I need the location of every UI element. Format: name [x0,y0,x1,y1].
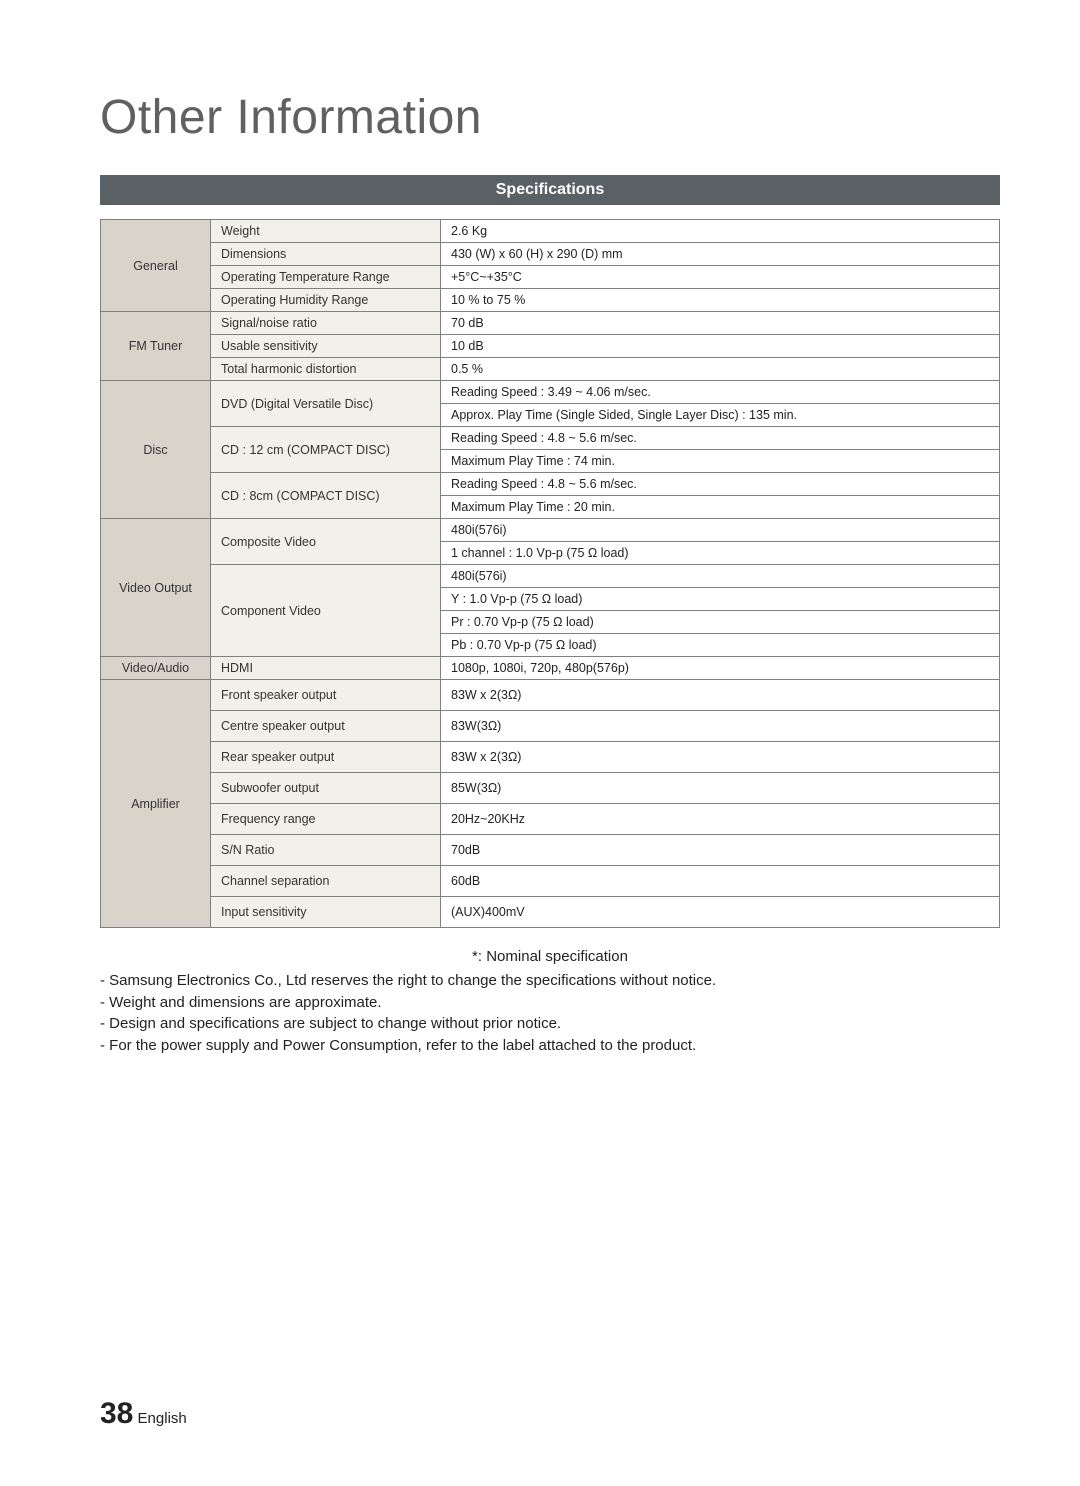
param-sn: S/N Ratio [211,835,441,866]
page-language: English [138,1410,187,1427]
value-usable: 10 dB [441,335,1000,358]
value-component-3: Pr : 0.70 Vp-p (75 Ω load) [441,611,1000,634]
notes-block: *: Nominal specification - Samsung Elect… [100,946,1000,1057]
param-component: Component Video [211,565,441,657]
param-cd8: CD : 8cm (COMPACT DISC) [211,473,441,519]
param-front: Front speaker output [211,680,441,711]
param-composite: Composite Video [211,519,441,565]
category-general: General [101,220,211,312]
param-thd: Total harmonic distortion [211,358,441,381]
param-freq: Frequency range [211,804,441,835]
param-centre: Centre speaker output [211,711,441,742]
param-dimensions: Dimensions [211,243,441,266]
param-op-humid: Operating Humidity Range [211,289,441,312]
value-freq: 20Hz~20KHz [441,804,1000,835]
value-rear: 83W x 2(3Ω) [441,742,1000,773]
param-weight: Weight [211,220,441,243]
value-op-temp: +5°C~+35°C [441,266,1000,289]
param-snr: Signal/noise ratio [211,312,441,335]
value-chan: 60dB [441,866,1000,897]
category-video-audio: Video/Audio [101,657,211,680]
value-cd8-speed: Reading Speed : 4.8 ~ 5.6 m/sec. [441,473,1000,496]
note-1: - Samsung Electronics Co., Ltd reserves … [100,970,1000,992]
value-hdmi: 1080p, 1080i, 720p, 480p(576p) [441,657,1000,680]
note-3: - Design and specifications are subject … [100,1013,1000,1035]
param-chan: Channel separation [211,866,441,897]
category-video-output: Video Output [101,519,211,657]
value-composite-1: 480i(576i) [441,519,1000,542]
value-component-4: Pb : 0.70 Vp-p (75 Ω load) [441,634,1000,657]
value-thd: 0.5 % [441,358,1000,381]
param-hdmi: HDMI [211,657,441,680]
value-dimensions: 430 (W) x 60 (H) x 290 (D) mm [441,243,1000,266]
note-2: - Weight and dimensions are approximate. [100,992,1000,1014]
value-snr: 70 dB [441,312,1000,335]
value-cd12-playtime: Maximum Play Time : 74 min. [441,450,1000,473]
value-front: 83W x 2(3Ω) [441,680,1000,711]
category-amplifier: Amplifier [101,680,211,928]
value-input: (AUX)400mV [441,897,1000,928]
param-sub: Subwoofer output [211,773,441,804]
page-title: Other Information [100,90,1000,145]
param-op-temp: Operating Temperature Range [211,266,441,289]
section-header-specifications: Specifications [100,175,1000,205]
value-sn: 70dB [441,835,1000,866]
param-dvd: DVD (Digital Versatile Disc) [211,381,441,427]
value-cd12-speed: Reading Speed : 4.8 ~ 5.6 m/sec. [441,427,1000,450]
value-component-1: 480i(576i) [441,565,1000,588]
value-sub: 85W(3Ω) [441,773,1000,804]
param-input: Input sensitivity [211,897,441,928]
value-weight: 2.6 Kg [441,220,1000,243]
param-rear: Rear speaker output [211,742,441,773]
page-number: 38 [100,1397,133,1430]
value-component-2: Y : 1.0 Vp-p (75 Ω load) [441,588,1000,611]
category-fm-tuner: FM Tuner [101,312,211,381]
value-dvd-speed: Reading Speed : 3.49 ~ 4.06 m/sec. [441,381,1000,404]
page-footer: 38 English [100,1397,187,1431]
value-centre: 83W(3Ω) [441,711,1000,742]
param-usable: Usable sensitivity [211,335,441,358]
note-4: - For the power supply and Power Consump… [100,1035,1000,1057]
value-cd8-playtime: Maximum Play Time : 20 min. [441,496,1000,519]
note-nominal: *: Nominal specification [100,946,1000,968]
param-cd12: CD : 12 cm (COMPACT DISC) [211,427,441,473]
value-op-humid: 10 % to 75 % [441,289,1000,312]
specifications-table: General Weight 2.6 Kg Dimensions 430 (W)… [100,219,1000,928]
value-dvd-playtime: Approx. Play Time (Single Sided, Single … [441,404,1000,427]
category-disc: Disc [101,381,211,519]
value-composite-2: 1 channel : 1.0 Vp-p (75 Ω load) [441,542,1000,565]
